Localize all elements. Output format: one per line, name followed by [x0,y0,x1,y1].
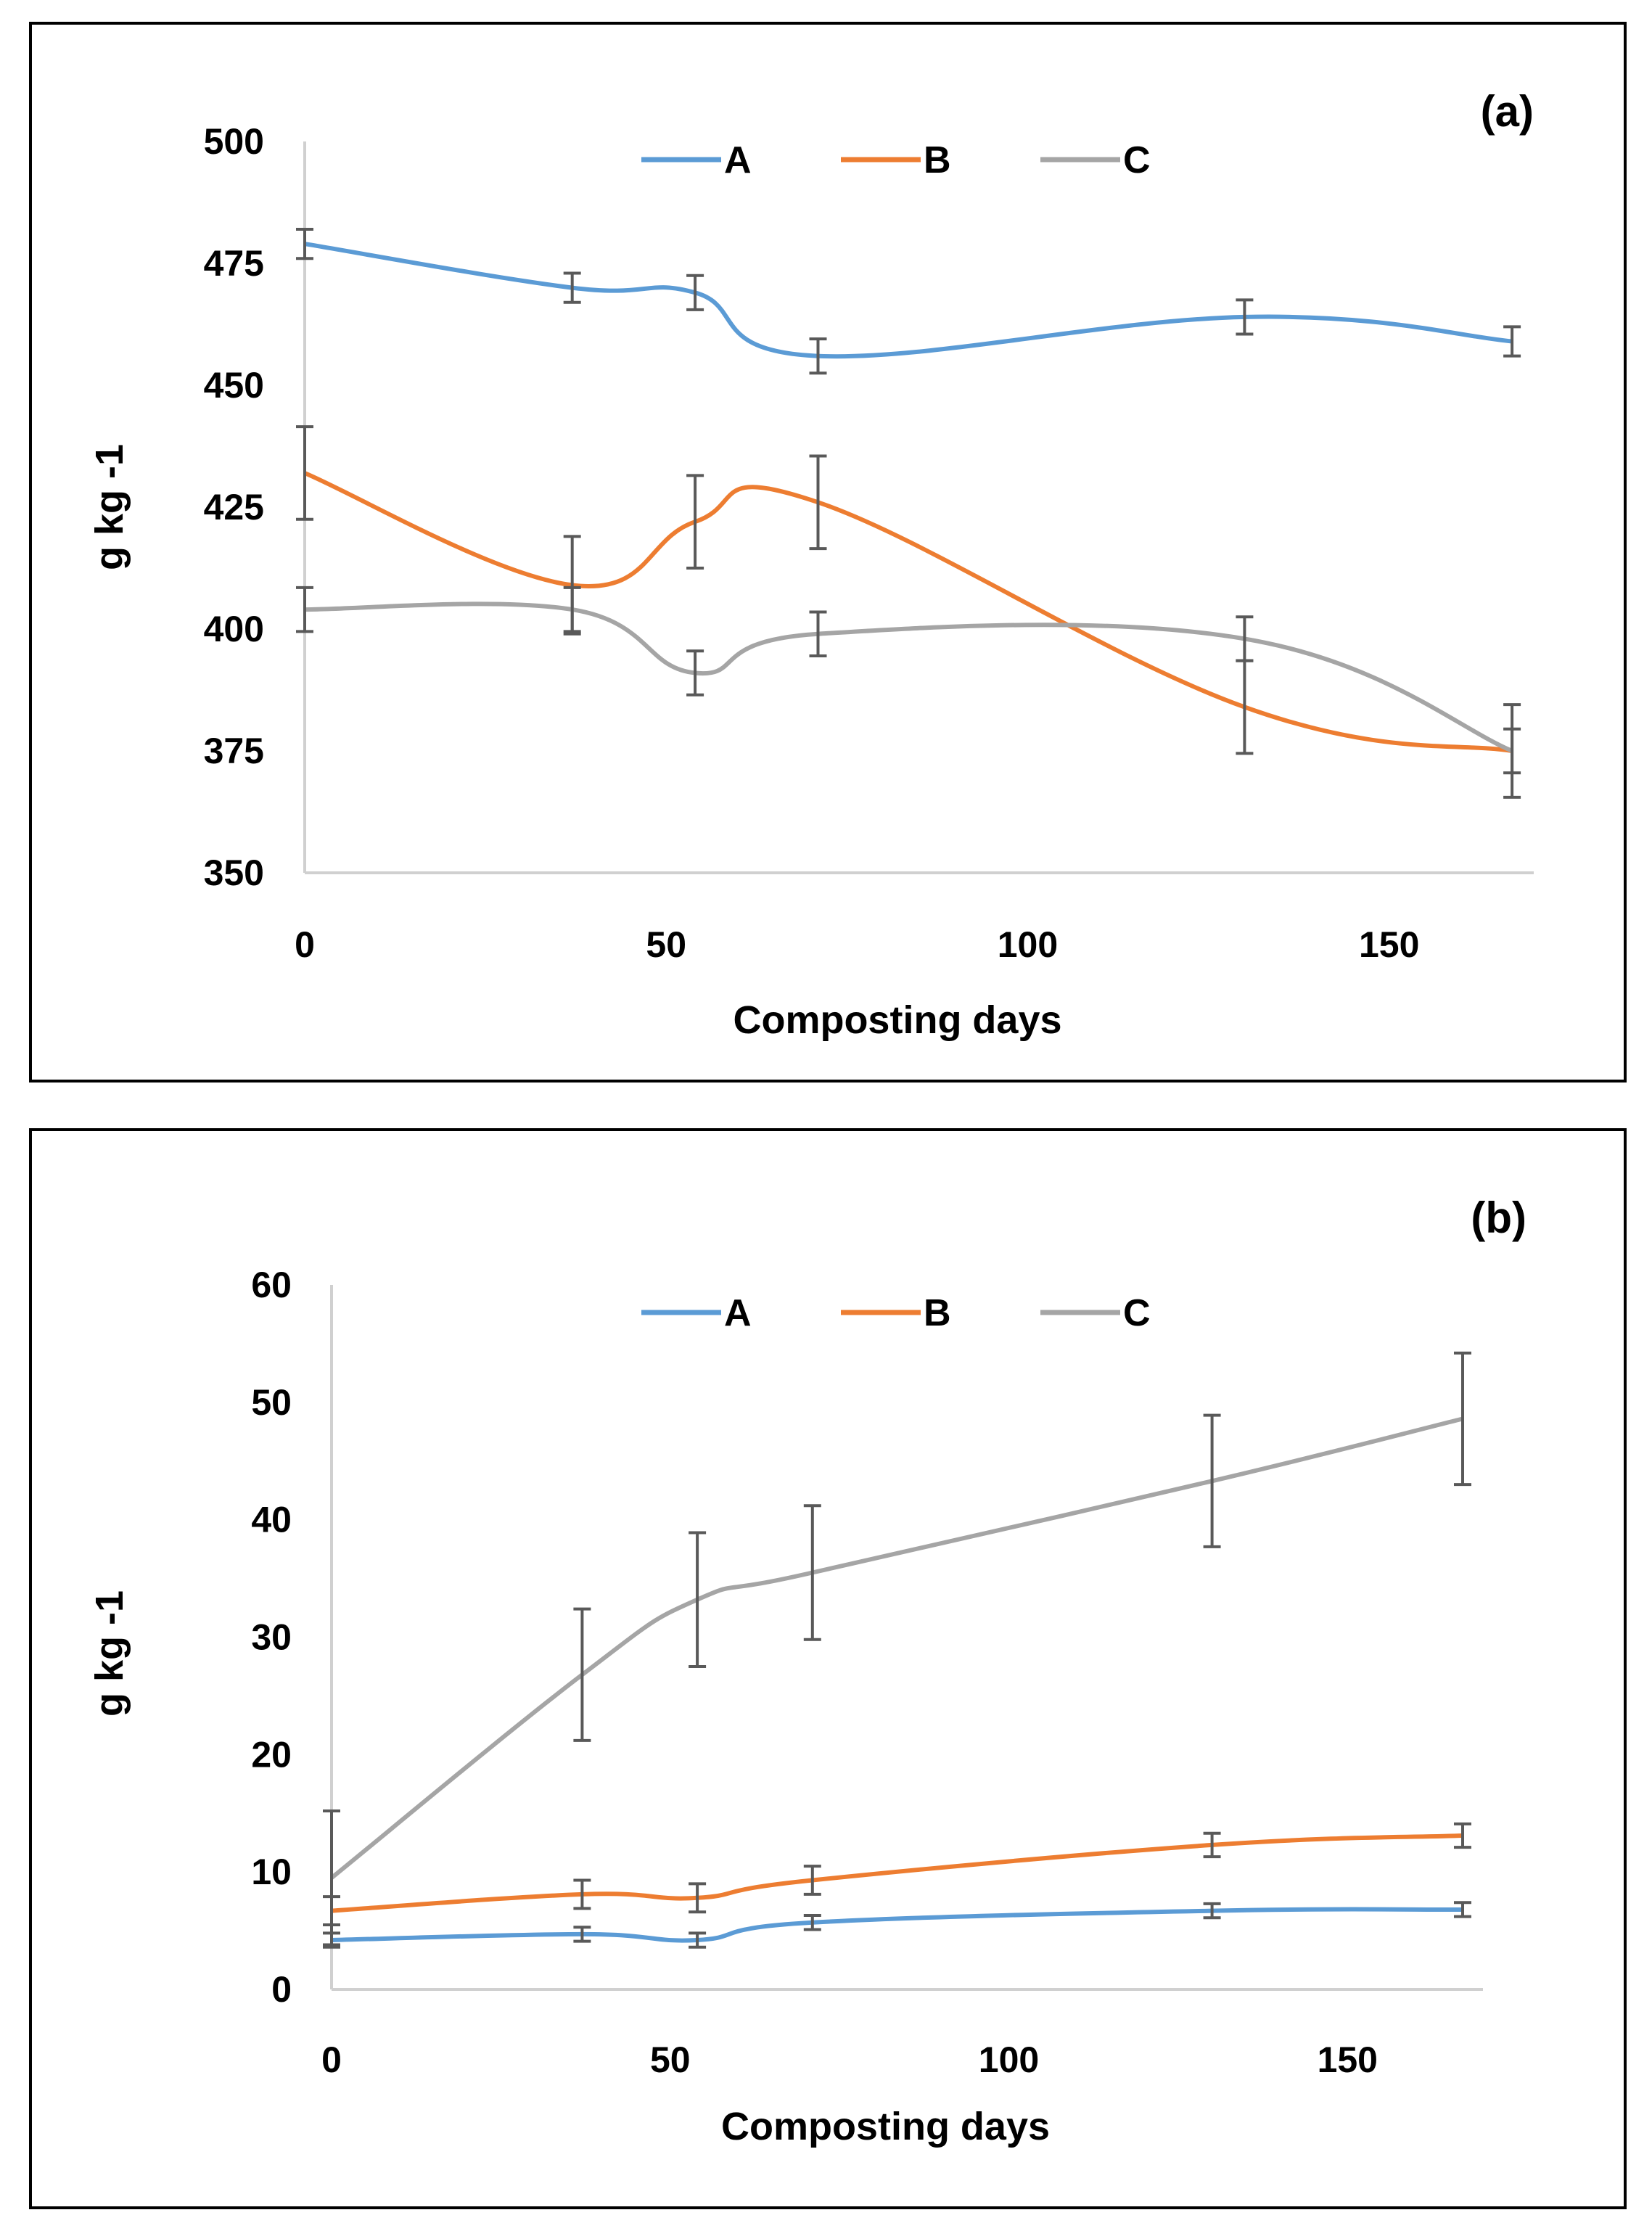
error-bar-a-C [1503,727,1521,775]
y-tick-label-b: 10 [251,1852,292,1892]
x-tick-label-b: 100 [979,2039,1039,2080]
error-bar-a-A [1236,298,1254,336]
chart-panel-a: 350 375 400 425 450 475 500 0 50 100 150 Composting… [29,22,1627,1082]
legend-label-b-B: B [924,1292,951,1334]
y-tick-label-b: 40 [251,1500,292,1540]
y-tick-label-b: 0 [271,1969,292,2010]
series-line-a-C [304,601,1513,753]
error-bar-a-B [809,454,827,551]
panel-label-a: (a) [1481,87,1534,136]
y-tick-label-a: 475 [204,243,264,284]
error-bar-a-B [296,425,313,521]
y-tick-label-b: 30 [251,1617,292,1658]
chart-panel-b: 0 10 20 30 40 50 60 0 50 100 150 Composting days g k… [29,1128,1627,2209]
x-tick-label-a: 100 [998,924,1058,965]
error-bar-b-C [323,1809,340,1947]
series-line-a-A [304,242,1513,359]
error-bar-b-C [573,1607,591,1742]
x-tick-label-a: 50 [646,924,686,965]
error-bar-a-A [563,271,581,304]
y-tick-label-b: 60 [251,1265,292,1305]
error-bar-a-A [1503,325,1521,358]
y-tick-label-a: 375 [204,731,264,771]
error-bar-b-B [1203,1831,1221,1859]
y-tick-label-a: 450 [204,365,264,406]
chart-b-svg: 0 10 20 30 40 50 60 0 50 100 150 Composting days g k… [88,1194,1526,2148]
error-bar-b-B [803,1865,821,1896]
x-axis-title-a: Composting days [733,998,1061,1042]
error-bar-b-A [803,1914,821,1931]
chart-a-svg: 350 375 400 425 450 475 500 0 50 100 150 Composting… [88,87,1534,1042]
y-tick-label-a: 500 [204,121,264,162]
y-axis-title-b: g kg -1 [88,1590,131,1717]
panel-label-b: (b) [1471,1194,1526,1242]
error-bar-b-A [1453,1901,1471,1918]
y-axis-title-a: g kg -1 [88,444,131,570]
y-tick-label-a: 425 [204,487,264,527]
error-bar-a-C [1236,615,1254,662]
y-tick-label-b: 20 [251,1734,292,1775]
y-tick-label-a: 350 [204,853,264,893]
error-bar-b-B [573,1878,591,1910]
error-bar-b-B [1453,1822,1471,1849]
error-bar-b-C [803,1504,821,1641]
error-bar-a-A [686,274,704,311]
error-bar-b-A [573,1926,591,1943]
legend-label-b-C: C [1123,1292,1151,1334]
error-bar-a-B [686,474,704,570]
legend-label-a-A: A [724,139,752,181]
error-bar-b-C [1203,1413,1221,1548]
series-line-b-C [330,1416,1463,1880]
x-tick-label-b: 50 [650,2039,691,2080]
error-bar-b-B [689,1882,707,1914]
legend-label-a-C: C [1123,139,1151,181]
error-bar-a-A [809,337,827,375]
x-tick-label-b: 150 [1318,2039,1378,2080]
error-bar-a-C [686,649,704,697]
legend-label-b-A: A [724,1292,752,1334]
error-bar-a-C [809,610,827,657]
series-line-b-B [331,1833,1463,1913]
x-axis-title-b: Composting days [721,2105,1050,2148]
y-tick-label-b: 50 [251,1382,292,1423]
error-bar-a-C [563,586,581,633]
series-line-b-A [331,1907,1463,1943]
x-tick-label-b: 0 [321,2039,342,2080]
series-line-a-B [303,471,1513,753]
x-tick-label-a: 150 [1359,924,1419,965]
error-bar-b-A [689,1931,707,1949]
x-tick-label-a: 0 [295,924,315,965]
error-bar-b-C [689,1531,707,1668]
error-bar-b-A [1203,1902,1221,1920]
legend-label-a-B: B [924,139,951,181]
error-bar-a-A [296,227,313,260]
error-bar-a-C [296,586,313,633]
y-tick-label-a: 400 [204,609,264,649]
error-bar-b-C [1453,1351,1471,1487]
